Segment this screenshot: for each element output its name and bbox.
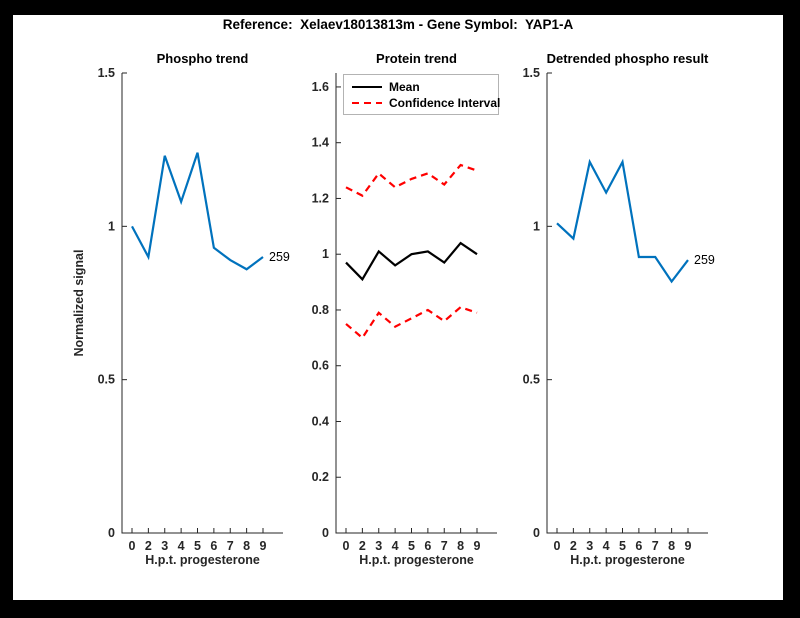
y-tick-label: 1.5 — [523, 66, 540, 80]
y-tick-label: 1 — [533, 219, 540, 233]
x-tick-label: 7 — [441, 539, 448, 553]
x-tick-label: 8 — [243, 539, 250, 553]
y-tick-label: 0 — [108, 526, 115, 540]
x-tick-label: 4 — [392, 539, 399, 553]
x-tick-label: 2 — [570, 539, 577, 553]
x-tick-label: 2 — [145, 539, 152, 553]
plot-title-phospho-trend: Phospho trend — [156, 51, 249, 66]
y-tick-label: 1.5 — [98, 66, 115, 80]
x-axis-label-plot1: H.p.t. progesterone — [145, 553, 260, 567]
x-tick-label: 5 — [619, 539, 626, 553]
legend-entry-confidence-interval: Confidence Interval — [352, 95, 501, 111]
y-tick-label: 0 — [322, 526, 329, 540]
y-tick-label: 0 — [533, 526, 540, 540]
x-tick-label: 7 — [227, 539, 234, 553]
plot-title-protein-trend: Protein trend — [376, 51, 457, 66]
x-tick-label: 2 — [359, 539, 366, 553]
x-tick-label: 0 — [129, 539, 136, 553]
x-tick-label: 4 — [603, 539, 610, 553]
x-tick-label: 7 — [652, 539, 659, 553]
y-tick-label: 1.2 — [312, 191, 329, 205]
legend-ci-label: Confidence Interval — [389, 96, 501, 110]
series-line — [556, 158, 689, 284]
series-line — [345, 163, 478, 198]
x-tick-label: 8 — [668, 539, 675, 553]
x-tick-label: 5 — [408, 539, 415, 553]
x-tick-label: 3 — [375, 539, 382, 553]
series-line — [345, 241, 478, 282]
series-line — [345, 305, 478, 340]
legend-entry-mean: Mean — [352, 79, 498, 95]
y-tick-label: 1 — [108, 219, 115, 233]
legend-mean-line-sample — [352, 86, 382, 88]
y-tick-label: 0.4 — [312, 414, 329, 428]
x-tick-label: 9 — [260, 539, 267, 553]
legend-box: Mean Confidence Interval — [343, 74, 501, 115]
x-tick-label: 0 — [554, 539, 561, 553]
end-point-label: 259 — [694, 253, 715, 267]
end-point-label: 259 — [269, 250, 290, 264]
y-axis-label: Normalized signal — [72, 249, 86, 357]
x-tick-label: 8 — [457, 539, 464, 553]
x-tick-label: 3 — [586, 539, 593, 553]
y-tick-label: 1.4 — [312, 136, 329, 150]
x-axis-label-plot2: H.p.t. progesterone — [359, 553, 474, 567]
x-tick-label: 6 — [210, 539, 217, 553]
x-tick-label: 4 — [178, 539, 185, 553]
y-tick-label: 0.2 — [312, 470, 329, 484]
plot-title-detrended-result: Detrended phospho result — [546, 51, 709, 66]
x-tick-label: 5 — [194, 539, 201, 553]
y-tick-label: 1.6 — [312, 80, 329, 94]
x-tick-label: 9 — [474, 539, 481, 553]
legend-ci-line-sample — [352, 101, 382, 105]
axis-line — [121, 73, 283, 534]
y-tick-label: 0.8 — [312, 303, 329, 317]
series-line — [131, 152, 264, 271]
figure-title: Reference: Xelaev18013813m - Gene Symbol… — [222, 17, 574, 32]
y-tick-label: 1 — [322, 247, 329, 261]
y-tick-label: 0.5 — [523, 373, 540, 387]
x-tick-label: 0 — [343, 539, 350, 553]
x-tick-label: 3 — [161, 539, 168, 553]
axis-line — [546, 73, 708, 534]
x-tick-label: 9 — [685, 539, 692, 553]
axis-line — [335, 73, 497, 534]
x-tick-label: 6 — [424, 539, 431, 553]
y-tick-label: 0.6 — [312, 359, 329, 373]
legend-mean-label: Mean — [389, 80, 420, 94]
y-tick-label: 0.5 — [98, 373, 115, 387]
x-axis-label-plot3: H.p.t. progesterone — [570, 553, 685, 567]
x-tick-label: 6 — [635, 539, 642, 553]
